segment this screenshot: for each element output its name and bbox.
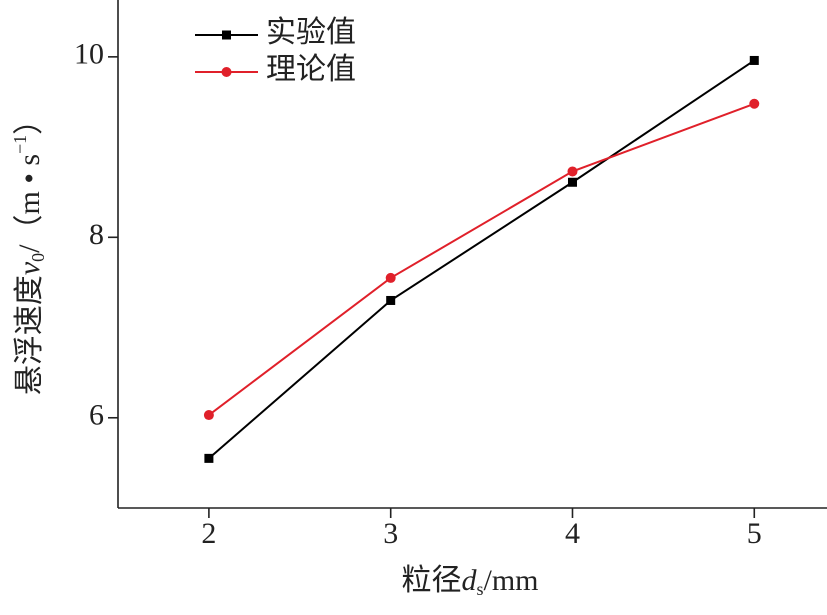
marker [204, 453, 214, 463]
x-tick-label: 2 [201, 517, 216, 550]
marker [385, 272, 396, 283]
marker [749, 55, 759, 65]
legend-marker [221, 67, 232, 77]
legend-label: 理论值 [266, 53, 356, 86]
legend-label: 实验值 [266, 16, 356, 49]
marker [749, 98, 760, 109]
series-line [208, 102, 755, 416]
x-tick-label: 5 [747, 517, 762, 550]
y-tick-label: 10 [74, 38, 104, 71]
x-tick-label: 4 [565, 517, 580, 550]
x-tick-label: 3 [383, 517, 398, 550]
series-line [208, 59, 755, 460]
x-axis-label: 粒径ds/mm [401, 564, 538, 599]
legend-marker [222, 30, 231, 40]
marker [567, 177, 577, 187]
y-tick-label: 6 [89, 399, 104, 432]
marker [203, 410, 214, 421]
marker [386, 295, 396, 305]
marker [567, 166, 578, 177]
y-tick-label: 8 [89, 218, 104, 251]
y-axis-label: 悬浮速度v0/（m • s−1） [10, 105, 48, 395]
